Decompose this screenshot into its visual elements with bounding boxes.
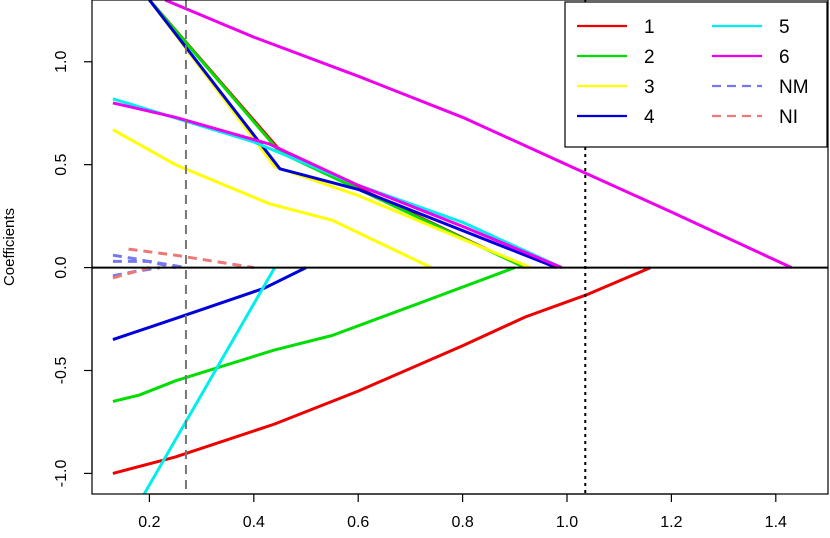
y-tick-label: 0.5 [53, 153, 70, 175]
x-tick-label: 1.2 [660, 514, 682, 531]
legend-label-2: 2 [644, 47, 655, 68]
series-line-NI-15 [128, 247, 255, 270]
series-line-3-4 [112, 128, 432, 269]
legend-label-NM: NM [779, 77, 809, 98]
series-line-1-0 [112, 266, 652, 475]
series-line-5-8 [142, 266, 276, 494]
y-tick-label: 0.0 [53, 256, 70, 278]
y-tick-label: -1.0 [53, 460, 70, 488]
legend-label-4: 4 [644, 107, 655, 128]
series-line-NM-14 [112, 259, 187, 270]
y-axis-title: Coefficients [1, 208, 18, 286]
series-line-2-2 [112, 266, 516, 403]
series-line-4-6 [112, 266, 307, 342]
x-axis: 0.2 0.4 0.6 0.8 1.0 1.2 1.4 [138, 493, 787, 531]
y-tick-label: -0.5 [53, 357, 70, 385]
x-tick-label: 1.0 [556, 514, 578, 531]
legend: 1 2 3 4 5 6 NM NI [564, 1, 828, 148]
x-tick-label: 0.2 [138, 514, 160, 531]
y-tick-label: 1.0 [53, 51, 70, 73]
legend-label-6: 6 [779, 47, 790, 68]
legend-label-1: 1 [644, 17, 655, 38]
x-tick-label: 0.6 [347, 514, 369, 531]
series-line-6-10 [112, 101, 563, 269]
x-tick-label: 0.4 [243, 514, 265, 531]
legend-label-NI: NI [779, 107, 798, 128]
y-axis: -1.0 -0.5 0.0 0.5 1.0 [53, 51, 93, 488]
series-line-4-7 [148, 0, 558, 269]
legend-label-3: 3 [644, 77, 655, 98]
series-line-NI-16 [112, 266, 150, 280]
series-layer [112, 0, 793, 494]
legend-label-5: 5 [779, 17, 790, 38]
series-line-6-11 [164, 0, 793, 269]
x-tick-label: 1.4 [765, 514, 787, 531]
x-tick-label: 0.8 [451, 514, 473, 531]
reference-lines [184, 0, 587, 494]
